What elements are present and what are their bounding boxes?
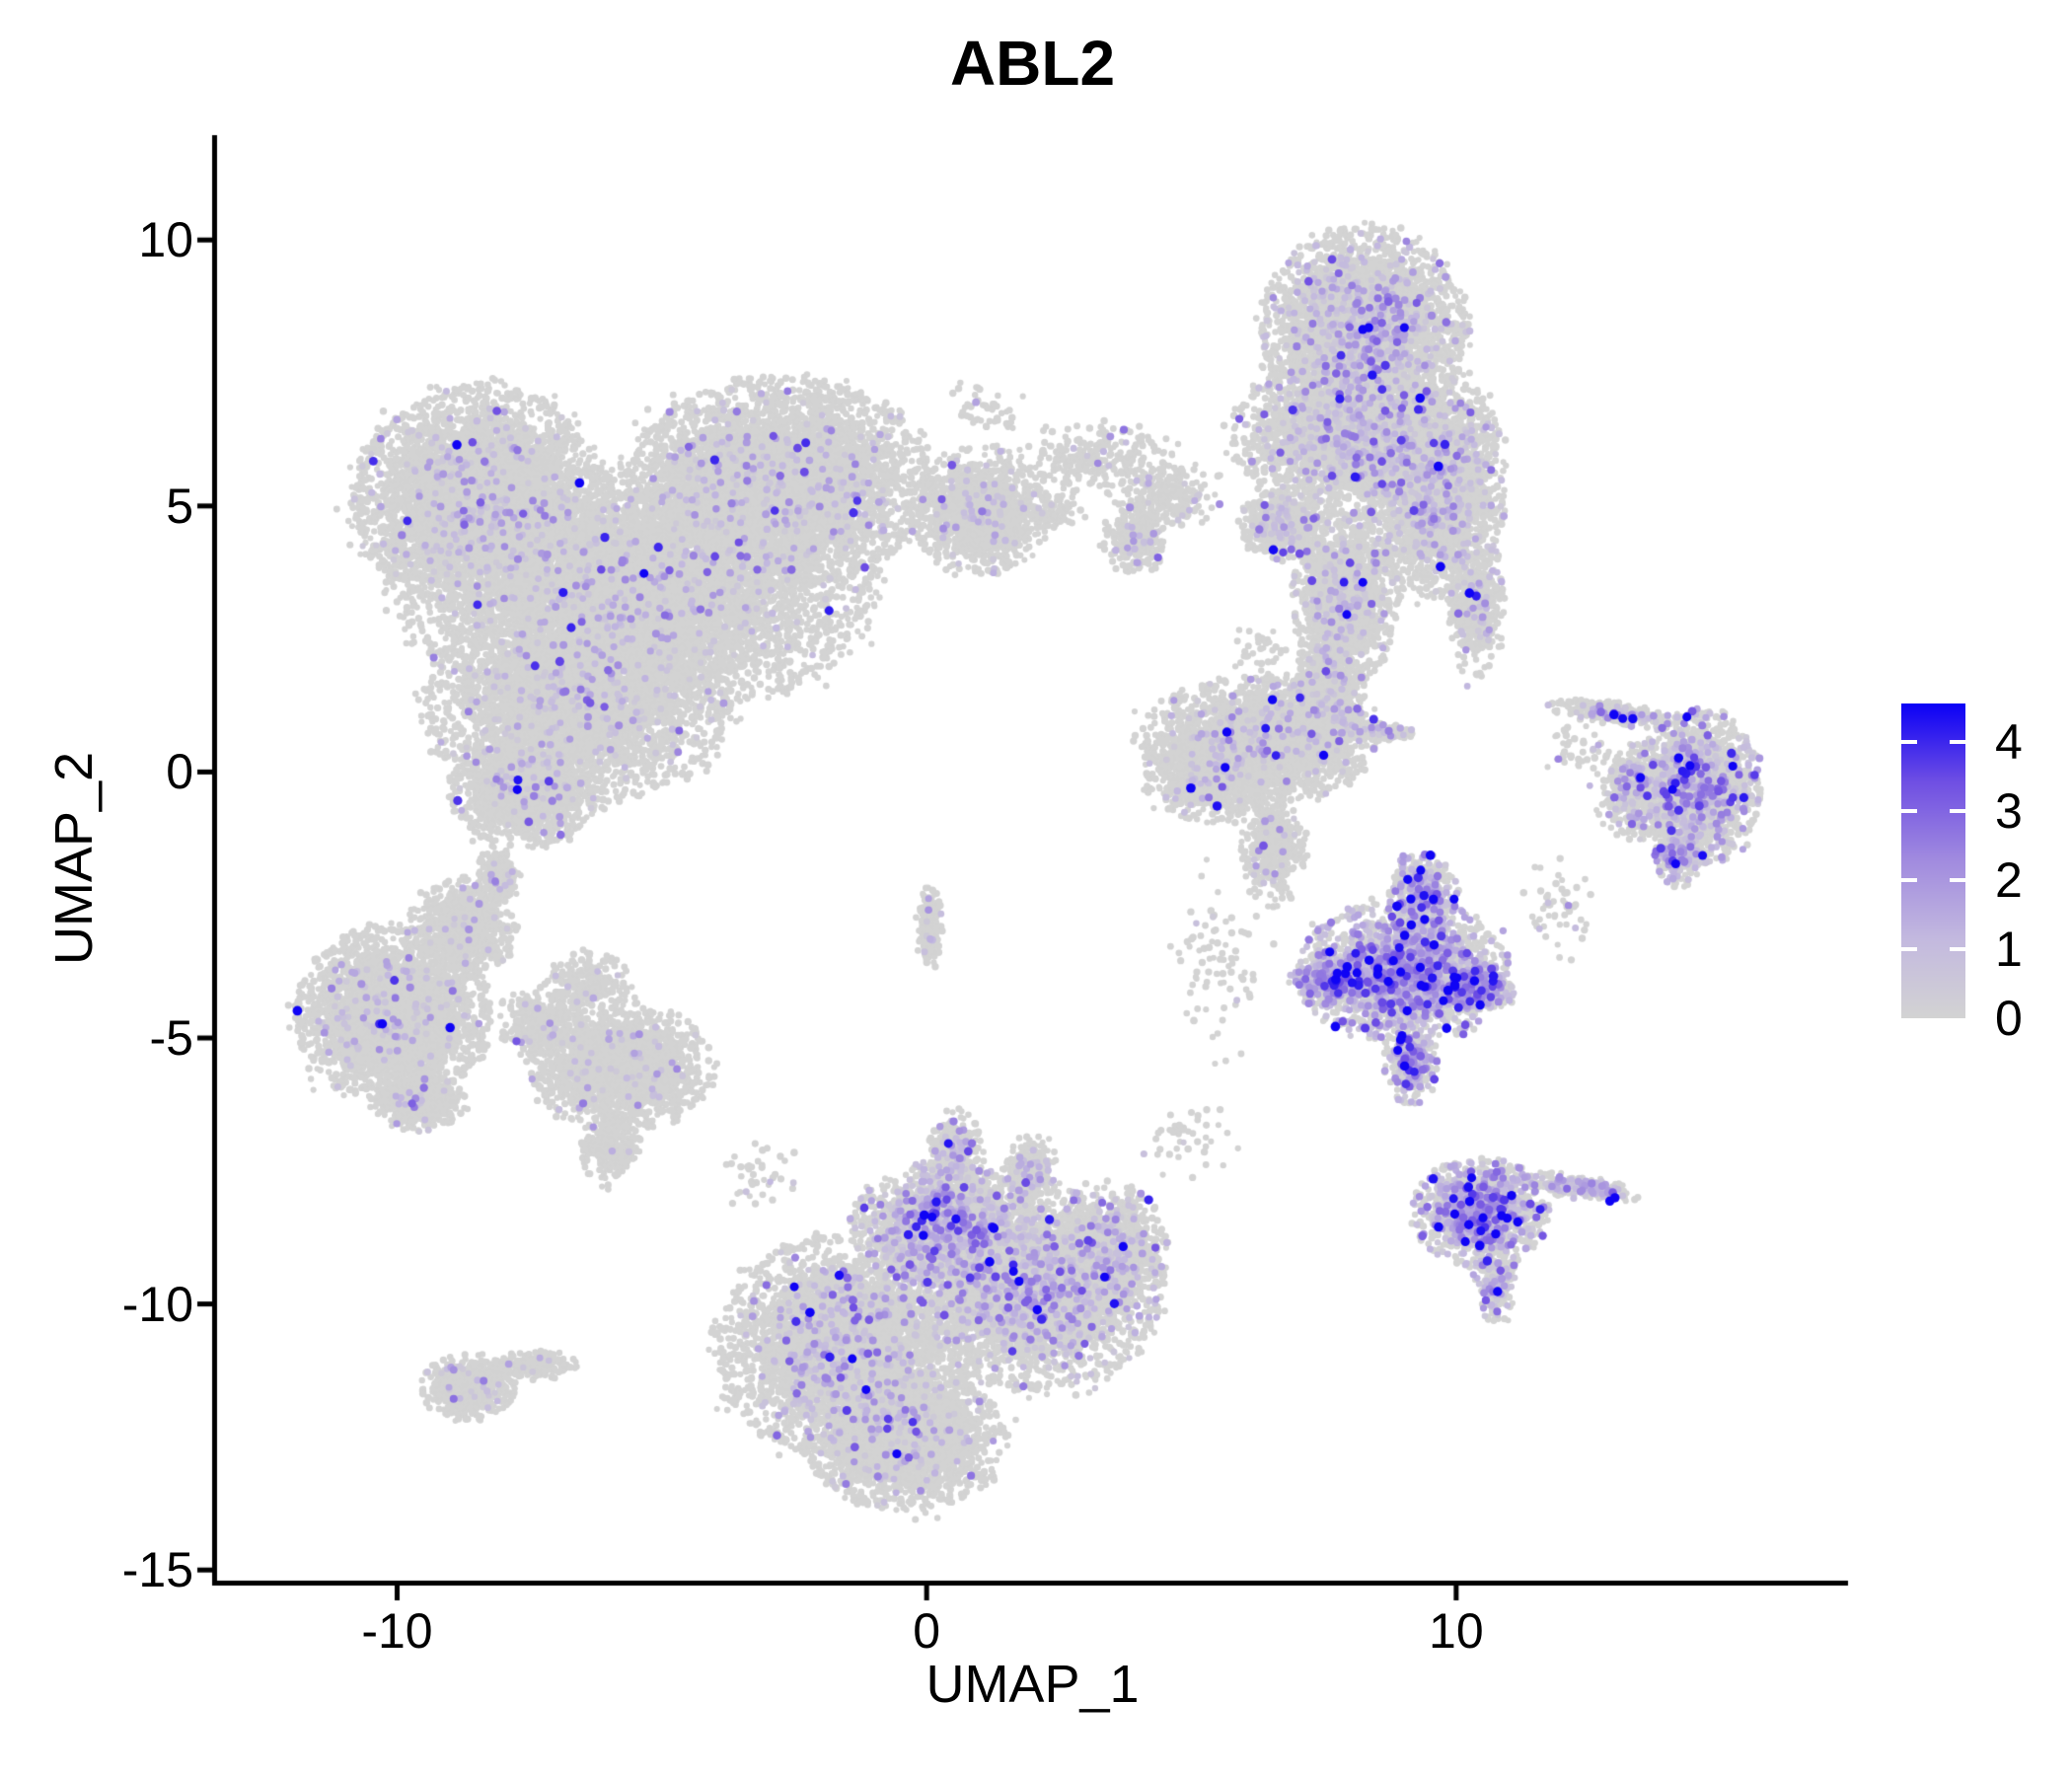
colorbar-tick-mark <box>1950 739 1965 744</box>
colorbar-tick-mark <box>1901 739 1917 744</box>
legend-tick-label: 2 <box>1995 851 2023 908</box>
expression-colorbar <box>1901 703 1965 1018</box>
y-tick-label: -15 <box>121 1542 193 1598</box>
plot-title: ABL2 <box>949 28 1116 99</box>
y-tick-label: 0 <box>166 744 193 800</box>
colorbar-tick-mark <box>1950 877 1965 882</box>
colorbar-tick-mark <box>1901 808 1917 813</box>
legend-tick-label: 1 <box>1995 921 2023 977</box>
legend-tick-label: 3 <box>1995 782 2023 839</box>
x-tick-label: 0 <box>913 1603 941 1659</box>
colorbar-tick-mark <box>1950 946 1965 951</box>
colorbar-tick-mark <box>1901 946 1917 951</box>
x-axis-title: UMAP_1 <box>925 1655 1140 1714</box>
y-tick-label: -10 <box>121 1276 193 1332</box>
legend-tick-label: 0 <box>1995 991 2023 1046</box>
x-tick-label: 10 <box>1429 1603 1484 1659</box>
y-tick-label: 5 <box>166 478 193 534</box>
x-tick-label: -10 <box>361 1603 433 1659</box>
colorbar-tick-mark <box>1950 808 1965 813</box>
legend-tick-label: 4 <box>1995 713 2023 770</box>
colorbar-tick-mark <box>1901 877 1917 882</box>
y-tick-label: 10 <box>138 212 193 268</box>
y-tick-label: -5 <box>149 1010 193 1067</box>
